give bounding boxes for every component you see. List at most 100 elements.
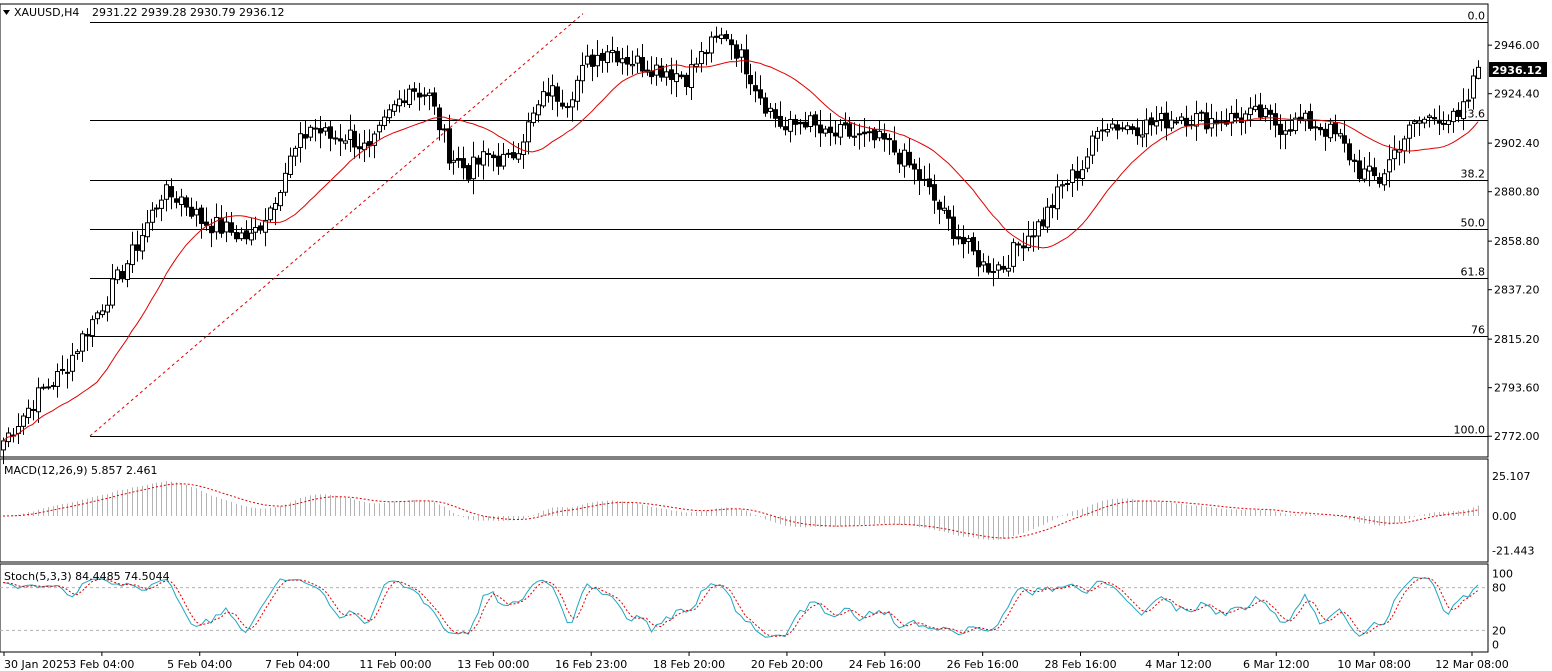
candle (1412, 119, 1417, 137)
candle (1323, 122, 1328, 151)
candle-body (1075, 170, 1080, 179)
candle (120, 264, 125, 283)
candle-body (1115, 124, 1120, 131)
candle (1342, 120, 1347, 153)
candle (922, 165, 927, 186)
candle (150, 202, 155, 231)
candle (961, 225, 966, 259)
candle (456, 146, 461, 168)
candle (135, 230, 140, 262)
candle (521, 133, 526, 169)
candle (60, 355, 65, 375)
moving-average (2, 60, 1479, 442)
candle (654, 57, 659, 86)
candle-body (1085, 156, 1090, 169)
candle-body (927, 178, 932, 188)
candle (1313, 120, 1318, 141)
candle (273, 197, 278, 226)
candle-body (694, 63, 699, 68)
candle (1437, 105, 1442, 135)
time-tick-label: 20 Feb 20:00 (751, 658, 823, 671)
candle-body (1456, 109, 1461, 117)
candle (1446, 114, 1451, 134)
candle (1065, 179, 1070, 192)
candle-body (90, 319, 95, 337)
candle-body (219, 217, 224, 234)
candle-body (1417, 120, 1422, 124)
candle (377, 121, 382, 141)
candle (1115, 120, 1120, 140)
candle (1031, 221, 1036, 252)
candle-body (897, 152, 902, 165)
candle (258, 222, 263, 235)
candle-body (659, 65, 664, 78)
candle (1451, 108, 1456, 133)
candle (95, 310, 100, 325)
candle (486, 148, 491, 167)
dropdown-triangle-icon[interactable] (3, 10, 10, 15)
candle-body (451, 159, 456, 163)
candle-body (778, 115, 783, 127)
candle (481, 140, 486, 180)
candle-body (1140, 134, 1145, 138)
candle-body (937, 201, 942, 210)
candle-body (318, 128, 323, 134)
candle (907, 138, 912, 168)
candle (1427, 113, 1432, 128)
candle (234, 225, 239, 243)
candle-body (397, 98, 402, 107)
candle (942, 195, 947, 215)
candle (1392, 135, 1397, 171)
candle-body (1179, 116, 1184, 121)
candle (531, 106, 536, 127)
candle-body (1011, 242, 1016, 267)
candle (857, 123, 862, 150)
candle-body (818, 124, 823, 134)
candle-body (1248, 107, 1253, 116)
candle (417, 82, 422, 111)
candle (595, 40, 600, 78)
macd-signal-line (2, 483, 1479, 539)
candle (550, 74, 555, 111)
macd-label: MACD(12,26,9) 5.857 2.461 (4, 464, 158, 477)
candle (357, 133, 362, 159)
candle-body (932, 184, 937, 201)
candle-body (724, 33, 729, 40)
stoch-pane (0, 563, 1489, 653)
candle (773, 102, 778, 128)
candle-body (1283, 130, 1288, 135)
candle-body (511, 152, 516, 159)
candle (640, 43, 645, 78)
candle-body (36, 387, 41, 413)
candle-body (788, 119, 793, 132)
candle-body (595, 54, 600, 67)
candle (174, 191, 179, 209)
candle (1110, 118, 1115, 131)
candle-body (1001, 265, 1006, 270)
candle-body (298, 133, 303, 148)
candle-body (734, 44, 739, 59)
candle-body (120, 271, 125, 280)
stoch-main-line (2, 576, 1479, 638)
candle (981, 253, 986, 273)
stoch-label: Stoch(5,3,3) 84.4485 74.5044 (4, 570, 170, 583)
candle-body (1055, 186, 1060, 210)
stoch-tick-label: 100 (1492, 567, 1513, 580)
candle-body (565, 106, 570, 109)
candle (714, 26, 719, 43)
candle-body (229, 222, 234, 233)
candle (70, 342, 75, 382)
candle (427, 88, 432, 111)
candle (803, 111, 808, 130)
candle-body (748, 75, 753, 85)
candle (184, 195, 189, 216)
candle (447, 114, 452, 171)
candle (917, 157, 922, 196)
candle (659, 57, 664, 82)
time-tick-label: 24 Feb 16:00 (849, 658, 921, 671)
candle-body (1263, 108, 1268, 118)
candle-body (575, 79, 580, 102)
candle (625, 45, 630, 76)
candle (1070, 164, 1075, 197)
